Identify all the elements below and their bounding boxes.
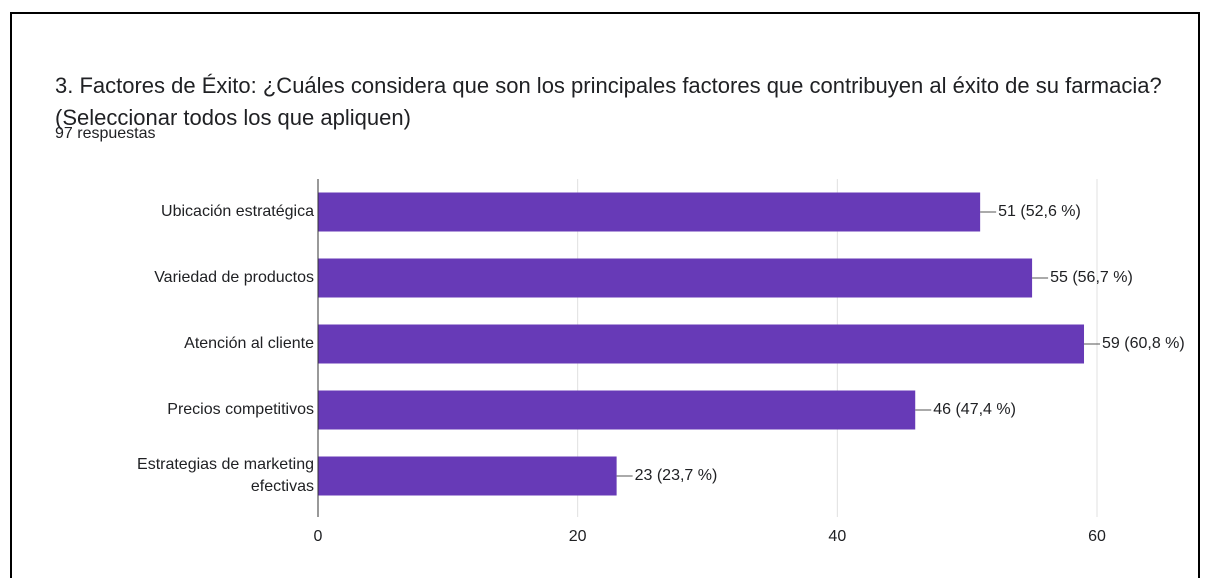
value-label: 46 (47,4 %) bbox=[933, 401, 1016, 418]
y-tick-label: Ubicación estratégica bbox=[161, 203, 314, 220]
y-tick-label: Estrategias de marketing efectivas bbox=[137, 456, 314, 495]
value-label: 23 (23,7 %) bbox=[635, 467, 718, 484]
y-tick-label: Precios competitivos bbox=[167, 401, 314, 418]
bar bbox=[318, 324, 1085, 364]
value-label: 51 (52,6 %) bbox=[998, 203, 1081, 220]
bar bbox=[318, 192, 981, 232]
chart-subtitle: 97 respuestas bbox=[55, 125, 156, 142]
x-tick-label: 60 bbox=[1088, 528, 1106, 545]
y-tick-label: Atención al cliente bbox=[184, 335, 314, 352]
x-tick-label: 0 bbox=[314, 528, 323, 545]
frame bbox=[10, 12, 1200, 578]
bar bbox=[318, 390, 916, 430]
y-tick-label: Variedad de productos bbox=[154, 269, 314, 286]
value-label: 55 (56,7 %) bbox=[1050, 269, 1133, 286]
x-tick-label: 40 bbox=[828, 528, 846, 545]
chart-title: 3. Factores de Éxito: ¿Cuáles considera … bbox=[55, 73, 1162, 130]
x-tick-label: 20 bbox=[569, 528, 587, 545]
value-label: 59 (60,8 %) bbox=[1102, 335, 1185, 352]
bar bbox=[318, 258, 1033, 298]
bar bbox=[318, 456, 617, 496]
